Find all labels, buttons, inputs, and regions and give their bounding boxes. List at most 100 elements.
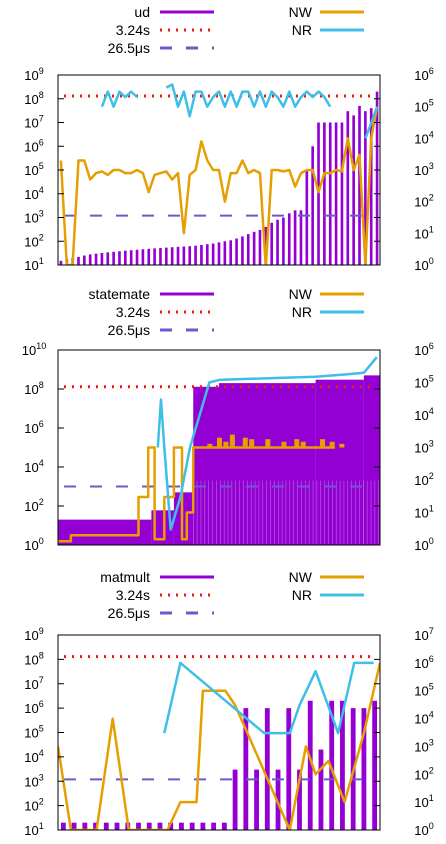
right-tick-label: 101 (414, 224, 433, 241)
bar (135, 249, 139, 265)
plot-area (58, 655, 380, 830)
left-tick-label: 102 (24, 497, 43, 514)
bar (157, 822, 163, 830)
left-tick-label: 103 (24, 209, 43, 226)
left-tick-label: 107 (24, 114, 43, 131)
right-tick-label: 100 (414, 536, 433, 553)
nw-spike (265, 439, 271, 448)
bar (252, 231, 256, 265)
left-axis: 101 102 103 104 105 106 107 108 109 (24, 626, 380, 838)
bar (193, 386, 219, 545)
left-tick-label: 102 (24, 232, 43, 249)
left-tick-label: 108 (24, 650, 43, 667)
right-tick-label: 105 (414, 98, 433, 115)
bar (221, 822, 227, 830)
series-nw (59, 106, 379, 265)
right-axis: 100 101 102 103 104 105 106 107 (414, 626, 433, 838)
bar (229, 240, 233, 265)
right-axis: 100 101 102 103 104 105 106 (414, 66, 433, 273)
bar (194, 245, 197, 265)
bar (136, 822, 141, 830)
bar (369, 108, 373, 265)
bar (118, 251, 121, 265)
bar (88, 254, 92, 265)
legend-2: statemate 3.24s 26.5μs NW NR (89, 286, 364, 338)
nw-spike (249, 439, 255, 448)
nw-spike (281, 441, 287, 448)
right-tick-label: 106 (414, 654, 433, 671)
nw-spike (217, 437, 222, 448)
left-tick-label: 109 (24, 66, 43, 83)
bar (217, 242, 221, 265)
nw-spike (223, 441, 229, 448)
bar (182, 246, 186, 265)
bar (83, 255, 86, 265)
plot-frame (57, 349, 381, 546)
bar (58, 519, 152, 545)
bar (270, 222, 274, 265)
bar (334, 122, 338, 265)
bar (188, 246, 192, 265)
bar (223, 241, 227, 265)
chart-panel-3: matmult 3.24s 26.5μs NW NR 101 102 103 104 105 106… (24, 569, 433, 838)
bar (60, 822, 66, 830)
right-tick-label: 104 (414, 406, 433, 423)
left-tick-label: 104 (24, 748, 43, 765)
right-tick-label: 105 (414, 682, 433, 699)
right-tick-label: 103 (414, 737, 433, 754)
bar (297, 769, 302, 830)
series-nw (58, 662, 380, 830)
bar (170, 247, 174, 265)
legend-1: ud 3.24s 26.5μs NW NR (108, 4, 364, 56)
left-tick-label: 106 (24, 419, 43, 436)
bar (328, 122, 332, 265)
left-axis: 100 102 104 106 108 1010 (22, 341, 380, 553)
bar (305, 170, 309, 265)
bar (124, 250, 127, 265)
bar (275, 769, 281, 830)
right-tick-label: 100 (414, 821, 433, 838)
left-tick-label: 106 (24, 137, 43, 154)
bar (103, 822, 109, 830)
bar (211, 243, 215, 265)
right-tick-label: 102 (414, 471, 433, 488)
nw-spike (294, 439, 300, 448)
legend-label: NW (289, 4, 313, 20)
right-tick-label: 103 (414, 161, 433, 178)
left-tick-label: 103 (24, 772, 43, 789)
legend-label: ud (134, 4, 150, 20)
left-tick-label: 107 (24, 675, 43, 692)
bar (372, 700, 378, 830)
nw-spike (329, 441, 335, 448)
left-tick-label: 108 (24, 90, 43, 107)
legend-label: 26.5μs (108, 605, 150, 621)
bar (323, 122, 326, 265)
bar (168, 822, 174, 830)
nw-spike (229, 434, 235, 448)
bar (317, 122, 320, 265)
bar (77, 256, 80, 265)
chart-panel-2: statemate3.24s26.5μsNWNR1001021041061081… (22, 286, 434, 553)
bar (264, 226, 268, 265)
chart-panel-1: ud3.24s26.5μsNWNR10110210310410510610710… (24, 4, 433, 273)
bar (375, 91, 379, 265)
right-tick-label: 107 (414, 626, 433, 643)
bar (159, 247, 162, 265)
bar (153, 248, 156, 265)
plot-area (58, 356, 380, 545)
legend-label: NW (289, 286, 313, 302)
bar (151, 510, 174, 545)
legend-label: 3.24s (116, 587, 150, 603)
bar (93, 822, 98, 830)
bar (287, 213, 291, 265)
bar (340, 122, 344, 265)
bar (282, 217, 285, 265)
bar (200, 822, 206, 830)
bar (346, 111, 350, 265)
bar (358, 105, 361, 265)
legend-3: matmult 3.24s 26.5μs NW NR (100, 569, 364, 621)
nw-spike (300, 441, 306, 448)
bar (205, 244, 209, 265)
bar (293, 210, 297, 265)
